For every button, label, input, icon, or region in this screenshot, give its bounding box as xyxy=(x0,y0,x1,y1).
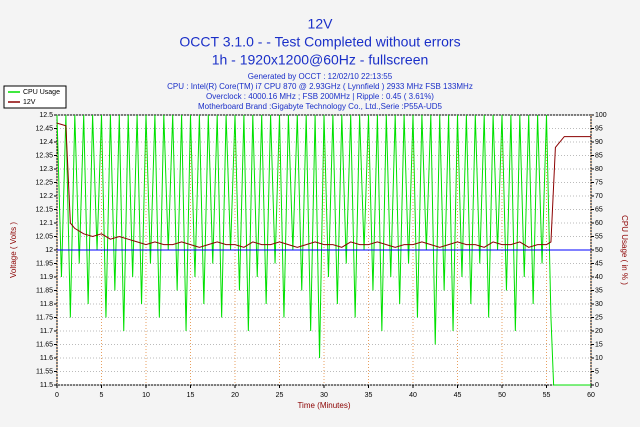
y2-tick-label: 70 xyxy=(595,193,603,200)
y-tick-label: 11.85 xyxy=(36,287,53,294)
y2-tick-label: 95 xyxy=(595,125,603,132)
y-tick-label: 11.55 xyxy=(36,368,53,375)
y2-tick-label: 0 xyxy=(595,382,599,389)
y-tick-label: 12.45 xyxy=(35,125,53,132)
legend-label: 12V xyxy=(23,99,36,106)
y-tick-label: 11.7 xyxy=(40,328,53,335)
y2-tick-label: 45 xyxy=(595,260,603,267)
series-line xyxy=(56,114,591,386)
y2-tick-label: 75 xyxy=(595,179,603,186)
series-line xyxy=(56,122,591,248)
y2-tick-label: 85 xyxy=(595,152,603,159)
subtitle-line: Overclock : 4000.16 MHz ; FSB 200MHz | R… xyxy=(206,92,434,101)
y-axis-label: Voltage ( Volts ) xyxy=(9,222,18,278)
y2-tick-label: 25 xyxy=(595,314,603,321)
y2-tick-label: 30 xyxy=(595,301,603,308)
x-tick-label: 45 xyxy=(454,392,462,399)
y-tick-label: 11.75 xyxy=(36,314,53,321)
y-tick-label: 12.5 xyxy=(39,112,53,119)
y2-axis-label: CPU Usage ( in % ) xyxy=(620,215,629,285)
y-tick-label: 12 xyxy=(45,247,53,254)
y2-tick-label: 40 xyxy=(595,274,603,281)
subtitle-line: Generated by OCCT : 12/02/10 22:13:55 xyxy=(248,72,393,81)
x-tick-label: 60 xyxy=(587,392,595,399)
y-tick-label: 12.25 xyxy=(35,179,53,186)
y-tick-label: 12.1 xyxy=(39,220,53,227)
x-tick-label: 35 xyxy=(365,392,373,399)
x-tick-label: 10 xyxy=(142,392,150,399)
y2-tick-label: 80 xyxy=(595,166,603,173)
x-tick-label: 40 xyxy=(409,392,417,399)
x-axis-label: Time (Minutes) xyxy=(297,401,350,410)
x-tick-label: 30 xyxy=(320,392,328,399)
subtitle-line: Motherboard Brand :Gigabyte Technology C… xyxy=(198,102,443,111)
y-tick-label: 12.2 xyxy=(39,193,53,200)
y2-tick-label: 90 xyxy=(595,139,603,146)
y2-tick-label: 100 xyxy=(595,112,607,119)
chart-title: 12V xyxy=(308,16,334,32)
x-tick-label: 50 xyxy=(498,392,506,399)
y2-tick-label: 65 xyxy=(595,206,603,213)
y-tick-label: 12.4 xyxy=(39,139,53,146)
y-tick-label: 11.9 xyxy=(40,274,53,281)
y2-tick-label: 15 xyxy=(595,341,603,348)
y2-tick-label: 35 xyxy=(595,287,603,294)
y2-tick-label: 60 xyxy=(595,220,603,227)
y2-tick-label: 55 xyxy=(595,233,603,240)
x-tick-label: 15 xyxy=(187,392,195,399)
y-tick-label: 12.3 xyxy=(39,166,53,173)
x-tick-label: 0 xyxy=(55,392,59,399)
x-tick-label: 55 xyxy=(543,392,551,399)
y-tick-label: 11.95 xyxy=(36,260,53,267)
x-tick-label: 20 xyxy=(231,392,239,399)
y-tick-label: 11.65 xyxy=(36,341,53,348)
y2-tick-label: 5 xyxy=(595,368,599,375)
y-tick-label: 11.6 xyxy=(40,355,53,362)
chart-title-line: OCCT 3.1.0 - - Test Completed without er… xyxy=(179,34,460,50)
y-tick-label: 12.35 xyxy=(35,152,53,159)
y-tick-label: 12.15 xyxy=(35,206,53,213)
y-tick-label: 11.8 xyxy=(40,301,53,308)
y2-tick-label: 20 xyxy=(595,328,603,335)
chart-title-line: 1h - 1920x1200@60Hz - fullscreen xyxy=(212,52,429,68)
subtitle-line: CPU : Intel(R) Core(TM) i7 CPU 870 @ 2.9… xyxy=(167,82,473,91)
legend-label: CPU Usage xyxy=(23,89,60,96)
y2-tick-label: 10 xyxy=(595,355,603,362)
x-tick-label: 25 xyxy=(276,392,284,399)
y-tick-label: 11.5 xyxy=(40,382,53,389)
y-tick-label: 12.05 xyxy=(35,233,53,240)
y2-tick-label: 50 xyxy=(595,247,603,254)
x-tick-label: 5 xyxy=(100,392,104,399)
